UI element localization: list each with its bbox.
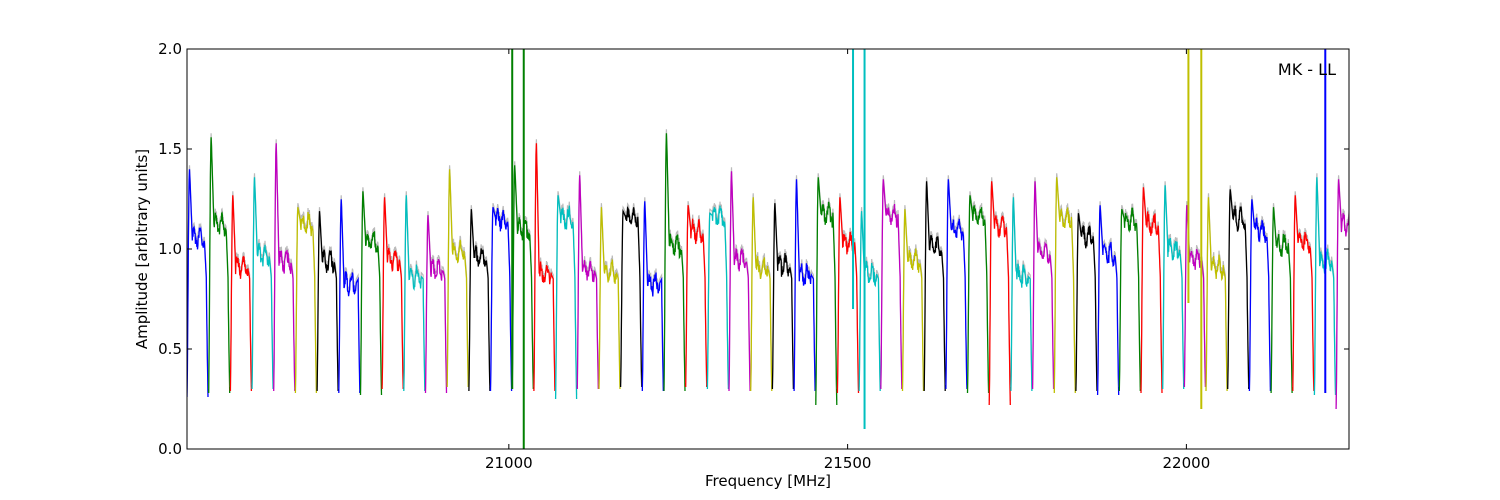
channel-trace-43 bbox=[1118, 207, 1141, 392]
background-trace-44 bbox=[1140, 183, 1163, 390]
x-axis-label: Frequency [MHz] bbox=[705, 472, 831, 490]
channel-trace-18 bbox=[576, 175, 599, 390]
background-trace-35 bbox=[945, 175, 968, 386]
channel-trace-24 bbox=[706, 205, 730, 390]
channel-trace-40 bbox=[1053, 177, 1076, 394]
channel-trace-20 bbox=[619, 206, 643, 388]
channel-trace-50 bbox=[1270, 207, 1293, 394]
y-tick-label-1: 0.5 bbox=[158, 340, 182, 358]
background-trace-50 bbox=[1270, 203, 1293, 390]
channel-trace-51 bbox=[1292, 195, 1315, 392]
channel-trace-41 bbox=[1075, 213, 1098, 392]
channel-trace-45 bbox=[1162, 185, 1185, 390]
channel-trace-38 bbox=[1010, 197, 1033, 392]
channel-trace-17 bbox=[554, 195, 578, 400]
background-trace-53 bbox=[1335, 175, 1349, 406]
channel-trace-39 bbox=[1031, 181, 1055, 390]
channel-trace-12 bbox=[446, 169, 469, 388]
channel-trace-1 bbox=[208, 137, 231, 394]
y-tick-label-4: 2.0 bbox=[158, 40, 182, 58]
channel-trace-0 bbox=[187, 169, 209, 398]
channel-trace-7 bbox=[338, 199, 361, 394]
channel-trace-26 bbox=[750, 197, 773, 392]
channel-trace-49 bbox=[1248, 199, 1272, 392]
channel-trace-2 bbox=[229, 195, 253, 392]
channel-trace-4 bbox=[273, 143, 296, 392]
y-axis-label: Amplitude [arbitrary units] bbox=[133, 149, 151, 349]
y-tick-label-3: 1.5 bbox=[158, 140, 182, 158]
background-trace-51 bbox=[1292, 191, 1315, 388]
channel-trace-19 bbox=[598, 207, 621, 390]
background-trace-41 bbox=[1075, 209, 1098, 388]
channel-trace-29 bbox=[815, 177, 838, 406]
background-trace-30 bbox=[836, 193, 860, 390]
plot-area bbox=[187, 49, 1349, 449]
channel-trace-34 bbox=[923, 181, 946, 392]
x-tick-label-2: 22000 bbox=[1163, 454, 1211, 472]
background-trace-24 bbox=[706, 201, 729, 386]
channel-trace-6 bbox=[316, 211, 339, 392]
channel-trace-30 bbox=[836, 197, 860, 394]
channel-trace-23 bbox=[685, 205, 708, 388]
channel-trace-36 bbox=[966, 195, 990, 394]
x-tick-label-1: 21500 bbox=[824, 454, 872, 472]
channel-trace-33 bbox=[901, 209, 925, 392]
channel-trace-32 bbox=[880, 179, 903, 390]
background-trace-23 bbox=[685, 201, 708, 384]
background-trace-49 bbox=[1248, 195, 1271, 388]
channel-trace-8 bbox=[359, 191, 383, 396]
background-trace-32 bbox=[880, 175, 903, 386]
channel-trace-44 bbox=[1140, 187, 1163, 394]
channel-trace-27 bbox=[771, 203, 795, 390]
background-trace-8 bbox=[359, 187, 383, 392]
channel-trace-9 bbox=[381, 197, 404, 390]
background-trace-29 bbox=[815, 173, 838, 402]
channel-trace-5 bbox=[294, 207, 318, 394]
channel-trace-15 bbox=[511, 165, 534, 390]
channel-trace-3 bbox=[251, 177, 274, 390]
y-tick-label-2: 1.0 bbox=[158, 240, 182, 258]
x-tick-label-0: 21000 bbox=[485, 454, 533, 472]
background-trace-48 bbox=[1227, 185, 1250, 386]
background-trace-42 bbox=[1097, 201, 1120, 392]
channel-trace-47 bbox=[1205, 197, 1228, 392]
channel-trace-48 bbox=[1227, 189, 1250, 390]
channel-trace-31 bbox=[858, 211, 881, 392]
channel-trace-35 bbox=[945, 179, 968, 390]
channel-trace-42 bbox=[1096, 205, 1120, 396]
background-trace-40 bbox=[1053, 173, 1076, 390]
background-trace-17 bbox=[555, 191, 578, 396]
channel-trace-22 bbox=[663, 133, 686, 392]
channel-trace-11 bbox=[424, 215, 448, 394]
series-layer bbox=[187, 49, 1349, 449]
channel-trace-21 bbox=[641, 201, 664, 392]
ticks-layer: 21000 21500 22000 0.0 0.5 1.0 1.5 2.0 bbox=[158, 40, 1349, 472]
channel-trace-25 bbox=[728, 171, 751, 392]
channel-trace-14 bbox=[489, 207, 513, 392]
baseline-annotation: MK - LL bbox=[1278, 60, 1336, 79]
channel-trace-13 bbox=[468, 209, 491, 392]
channel-trace-53 bbox=[1335, 179, 1349, 410]
background-trace-37 bbox=[988, 177, 1011, 402]
channel-trace-37 bbox=[988, 181, 1011, 406]
channel-trace-10 bbox=[403, 195, 426, 392]
channel-trace-28 bbox=[793, 179, 816, 392]
y-tick-label-0: 0.0 bbox=[158, 440, 182, 458]
channel-trace-16 bbox=[533, 143, 556, 392]
